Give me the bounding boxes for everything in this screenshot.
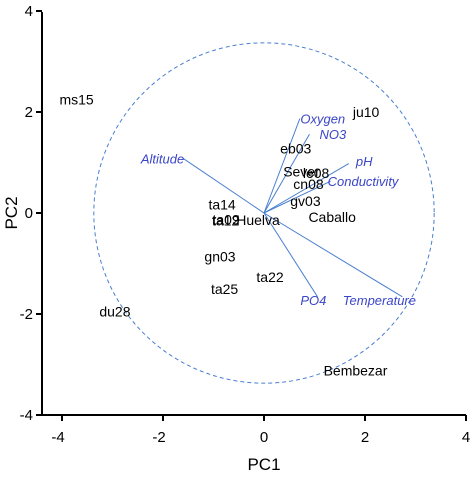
- y-tick-label: 4: [25, 3, 33, 20]
- x-axis-title: PC1: [247, 455, 280, 474]
- variable-label-temperature: Temperature: [343, 293, 416, 308]
- site-label-ju10: ju10: [352, 104, 380, 120]
- site-label-du28: du28: [99, 303, 130, 319]
- vector-temperature: [263, 212, 403, 298]
- site-label-caballo: Caballo: [308, 209, 356, 225]
- correlation-circle: [93, 42, 435, 384]
- x-tick-label: 4: [462, 429, 470, 446]
- site-label-sever: Sever: [283, 164, 320, 180]
- site-label-eb03: eb03: [280, 140, 311, 156]
- vector-no3: [263, 133, 310, 214]
- vector-altitude: [182, 158, 265, 214]
- x-tick-label: -4: [51, 429, 64, 446]
- vector-conductivity: [263, 180, 331, 214]
- vector-po4: [263, 212, 318, 298]
- site-label-ms15: ms15: [59, 91, 93, 107]
- site-label-bembezar: Bembezar: [324, 363, 388, 379]
- site-label-ta14: ta14: [208, 196, 235, 212]
- x-tick-label: -2: [152, 429, 165, 446]
- variable-label-ph: pH: [355, 154, 373, 169]
- site-label-ta25: ta25: [211, 281, 238, 297]
- site-label-cn08: cn08: [293, 176, 324, 192]
- site-label-ta12: ta12: [212, 213, 239, 229]
- variable-label-no3: NO3: [320, 127, 348, 142]
- y-axis-title: PC2: [2, 196, 21, 229]
- variable-label-oxygen: Oxygen: [300, 112, 345, 127]
- y-tick-label: -2: [20, 306, 33, 323]
- vector-oxygen: [263, 118, 301, 214]
- x-tick-label: 0: [260, 429, 268, 446]
- site-label-gv03: gv03: [290, 193, 321, 209]
- variable-label-altitude: Altitude: [140, 151, 184, 166]
- site-label-le08: le08: [303, 165, 330, 181]
- vector-ph: [263, 163, 350, 214]
- site-label-ta22: ta22: [256, 269, 283, 285]
- variable-label-po4: PO4: [300, 293, 326, 308]
- x-tick-label: 2: [361, 429, 369, 446]
- site-label-ta09: ta09: [212, 212, 239, 228]
- site-label-gn03: gn03: [204, 248, 235, 264]
- y-tick-label: 0: [25, 205, 33, 222]
- y-tick-label: -4: [20, 407, 33, 424]
- variable-label-conductivity: Conductivity: [328, 174, 400, 189]
- site-label-huelva: Huelva: [236, 212, 280, 228]
- y-tick-label: 2: [25, 104, 33, 121]
